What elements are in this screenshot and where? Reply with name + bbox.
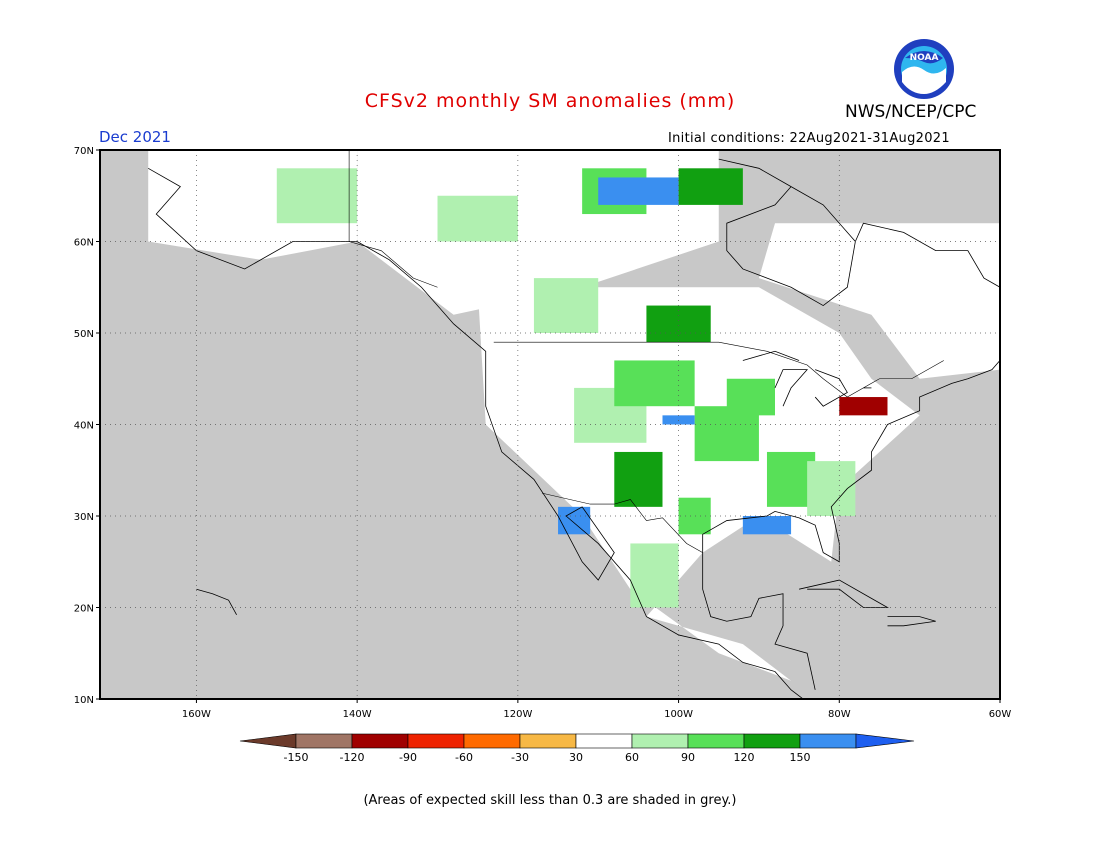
colorbar-segment xyxy=(743,733,801,749)
colorbar-arrow-low xyxy=(239,733,297,749)
anomaly-cell xyxy=(678,168,743,205)
lat-label: 50N xyxy=(74,329,94,340)
coastline xyxy=(702,552,816,690)
chart-title: CFSv2 monthly SM anomalies (mm) xyxy=(364,90,736,112)
anomaly-cell xyxy=(598,177,679,205)
colorbar-segment xyxy=(407,733,465,749)
longitude-labels: 160W 140W 120W 100W 80W 60W xyxy=(182,699,1011,720)
anomaly-cells xyxy=(148,150,1000,681)
anomaly-cell xyxy=(533,278,599,333)
anomaly-cell xyxy=(276,168,358,224)
anomaly-cell xyxy=(726,378,775,416)
border-line xyxy=(493,341,944,398)
colorbar: -150 -120 -90 -60 -30 30 60 90 120 150 xyxy=(239,733,915,764)
colorbar-tick-label: -150 xyxy=(284,751,309,764)
anomaly-region xyxy=(758,223,1000,379)
anomaly-cell xyxy=(630,543,679,608)
colorbar-segment xyxy=(351,733,409,749)
colorbar-tick-label: 90 xyxy=(681,751,695,764)
latitude-labels: 70N 60N 50N 40N 30N 20N 10N xyxy=(74,146,100,706)
colorbar-tick-label: -30 xyxy=(511,751,529,764)
colorbar-segment xyxy=(631,733,689,749)
lat-label: 10N xyxy=(74,695,94,706)
colorbar-tick-label: -120 xyxy=(340,751,365,764)
colorbar-arrow-high xyxy=(855,733,915,749)
border-line xyxy=(348,150,438,288)
colorbar-tick-label: 120 xyxy=(734,751,755,764)
colorbar-segment xyxy=(519,733,577,749)
coastline xyxy=(854,222,1000,288)
lat-label: 60N xyxy=(74,238,94,249)
lon-label: 100W xyxy=(664,709,693,720)
colorbar-segment xyxy=(799,733,857,749)
coastline xyxy=(702,360,1000,563)
anomaly-cell xyxy=(437,195,518,242)
svg-text:NOAA: NOAA xyxy=(910,53,939,63)
colorbar-segment xyxy=(687,733,745,749)
coastline xyxy=(887,616,936,627)
lon-label: 60W xyxy=(989,709,1012,720)
colorbar-segment xyxy=(295,733,353,749)
border-line xyxy=(541,492,703,553)
lat-label: 70N xyxy=(74,146,94,157)
colorbar-tick-label: -90 xyxy=(399,751,417,764)
colorbar-tick-label: 150 xyxy=(790,751,811,764)
lon-label: 120W xyxy=(503,709,532,720)
lat-label: 40N xyxy=(74,421,94,432)
coastline xyxy=(148,167,804,699)
lon-label: 160W xyxy=(182,709,211,720)
anomaly-cell xyxy=(662,415,695,425)
coastline xyxy=(718,158,856,307)
anomaly-cell xyxy=(646,305,711,343)
colorbar-segment xyxy=(463,733,521,749)
colorbar-tick-label: 30 xyxy=(569,751,583,764)
lon-label: 140W xyxy=(343,709,372,720)
agency-label: NWS/NCEP/CPC xyxy=(845,102,977,122)
skill-footnote: (Areas of expected skill less than 0.3 a… xyxy=(363,793,737,808)
colorbar-tick-label: 60 xyxy=(625,751,639,764)
coastline xyxy=(774,369,809,407)
anomaly-region xyxy=(477,287,920,681)
anomaly-cell xyxy=(614,360,695,407)
lon-label: 80W xyxy=(828,709,851,720)
coastline xyxy=(196,588,237,616)
initial-conditions: Initial conditions: 22Aug2021-31Aug2021 xyxy=(668,131,950,146)
anomaly-cell xyxy=(839,397,888,416)
lat-label: 20N xyxy=(74,604,94,615)
target-month: Dec 2021 xyxy=(99,128,171,146)
anomaly-cell xyxy=(742,516,792,535)
noaa-logo: NOAA xyxy=(894,39,954,99)
colorbar-segment xyxy=(575,733,633,749)
coastline xyxy=(742,350,800,361)
graticule xyxy=(100,150,1000,699)
lat-label: 30N xyxy=(74,512,94,523)
coastline xyxy=(814,369,848,407)
anomaly-cell xyxy=(614,451,663,507)
colorbar-tick-label: -60 xyxy=(455,751,473,764)
